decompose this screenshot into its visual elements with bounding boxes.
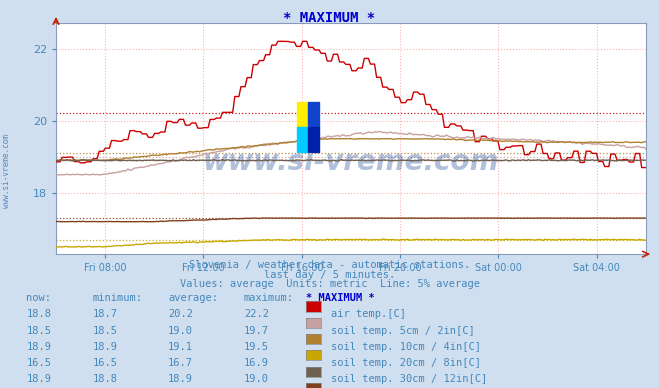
Text: 18.8: 18.8	[92, 374, 117, 385]
Text: now:: now:	[26, 293, 51, 303]
Text: * MAXIMUM *: * MAXIMUM *	[283, 11, 376, 25]
Text: Slovenia / weather data - automatic stations.: Slovenia / weather data - automatic stat…	[189, 260, 470, 270]
Text: www.si-vreme.com: www.si-vreme.com	[2, 134, 11, 208]
Text: soil temp. 30cm / 12in[C]: soil temp. 30cm / 12in[C]	[331, 374, 488, 385]
Text: 18.5: 18.5	[92, 326, 117, 336]
Text: 16.7: 16.7	[168, 358, 193, 368]
Text: 19.1: 19.1	[168, 342, 193, 352]
Text: 22.2: 22.2	[244, 309, 269, 319]
Text: 18.9: 18.9	[26, 374, 51, 385]
Text: 19.0: 19.0	[244, 374, 269, 385]
Text: * MAXIMUM *: * MAXIMUM *	[306, 293, 375, 303]
Text: 16.5: 16.5	[26, 358, 51, 368]
Text: soil temp. 10cm / 4in[C]: soil temp. 10cm / 4in[C]	[331, 342, 482, 352]
Text: 18.5: 18.5	[26, 326, 51, 336]
Text: soil temp. 5cm / 2in[C]: soil temp. 5cm / 2in[C]	[331, 326, 475, 336]
Text: soil temp. 20cm / 8in[C]: soil temp. 20cm / 8in[C]	[331, 358, 482, 368]
Text: minimum:: minimum:	[92, 293, 142, 303]
Text: Values: average  Units: metric  Line: 5% average: Values: average Units: metric Line: 5% a…	[179, 279, 480, 289]
Text: 18.9: 18.9	[168, 374, 193, 385]
Bar	[297, 127, 308, 152]
Text: 19.5: 19.5	[244, 342, 269, 352]
Text: 18.9: 18.9	[92, 342, 117, 352]
Text: www.si-vreme.com: www.si-vreme.com	[203, 148, 499, 176]
Text: 18.7: 18.7	[92, 309, 117, 319]
Text: 20.2: 20.2	[168, 309, 193, 319]
Text: 18.8: 18.8	[26, 309, 51, 319]
Text: 19.0: 19.0	[168, 326, 193, 336]
Bar	[308, 102, 319, 127]
Bar	[297, 102, 308, 127]
Text: 19.7: 19.7	[244, 326, 269, 336]
Text: 16.5: 16.5	[92, 358, 117, 368]
Text: 18.9: 18.9	[26, 342, 51, 352]
Text: last day / 5 minutes.: last day / 5 minutes.	[264, 270, 395, 280]
Text: maximum:: maximum:	[244, 293, 294, 303]
Text: air temp.[C]: air temp.[C]	[331, 309, 407, 319]
Text: 16.9: 16.9	[244, 358, 269, 368]
Bar	[308, 127, 319, 152]
Text: average:: average:	[168, 293, 218, 303]
